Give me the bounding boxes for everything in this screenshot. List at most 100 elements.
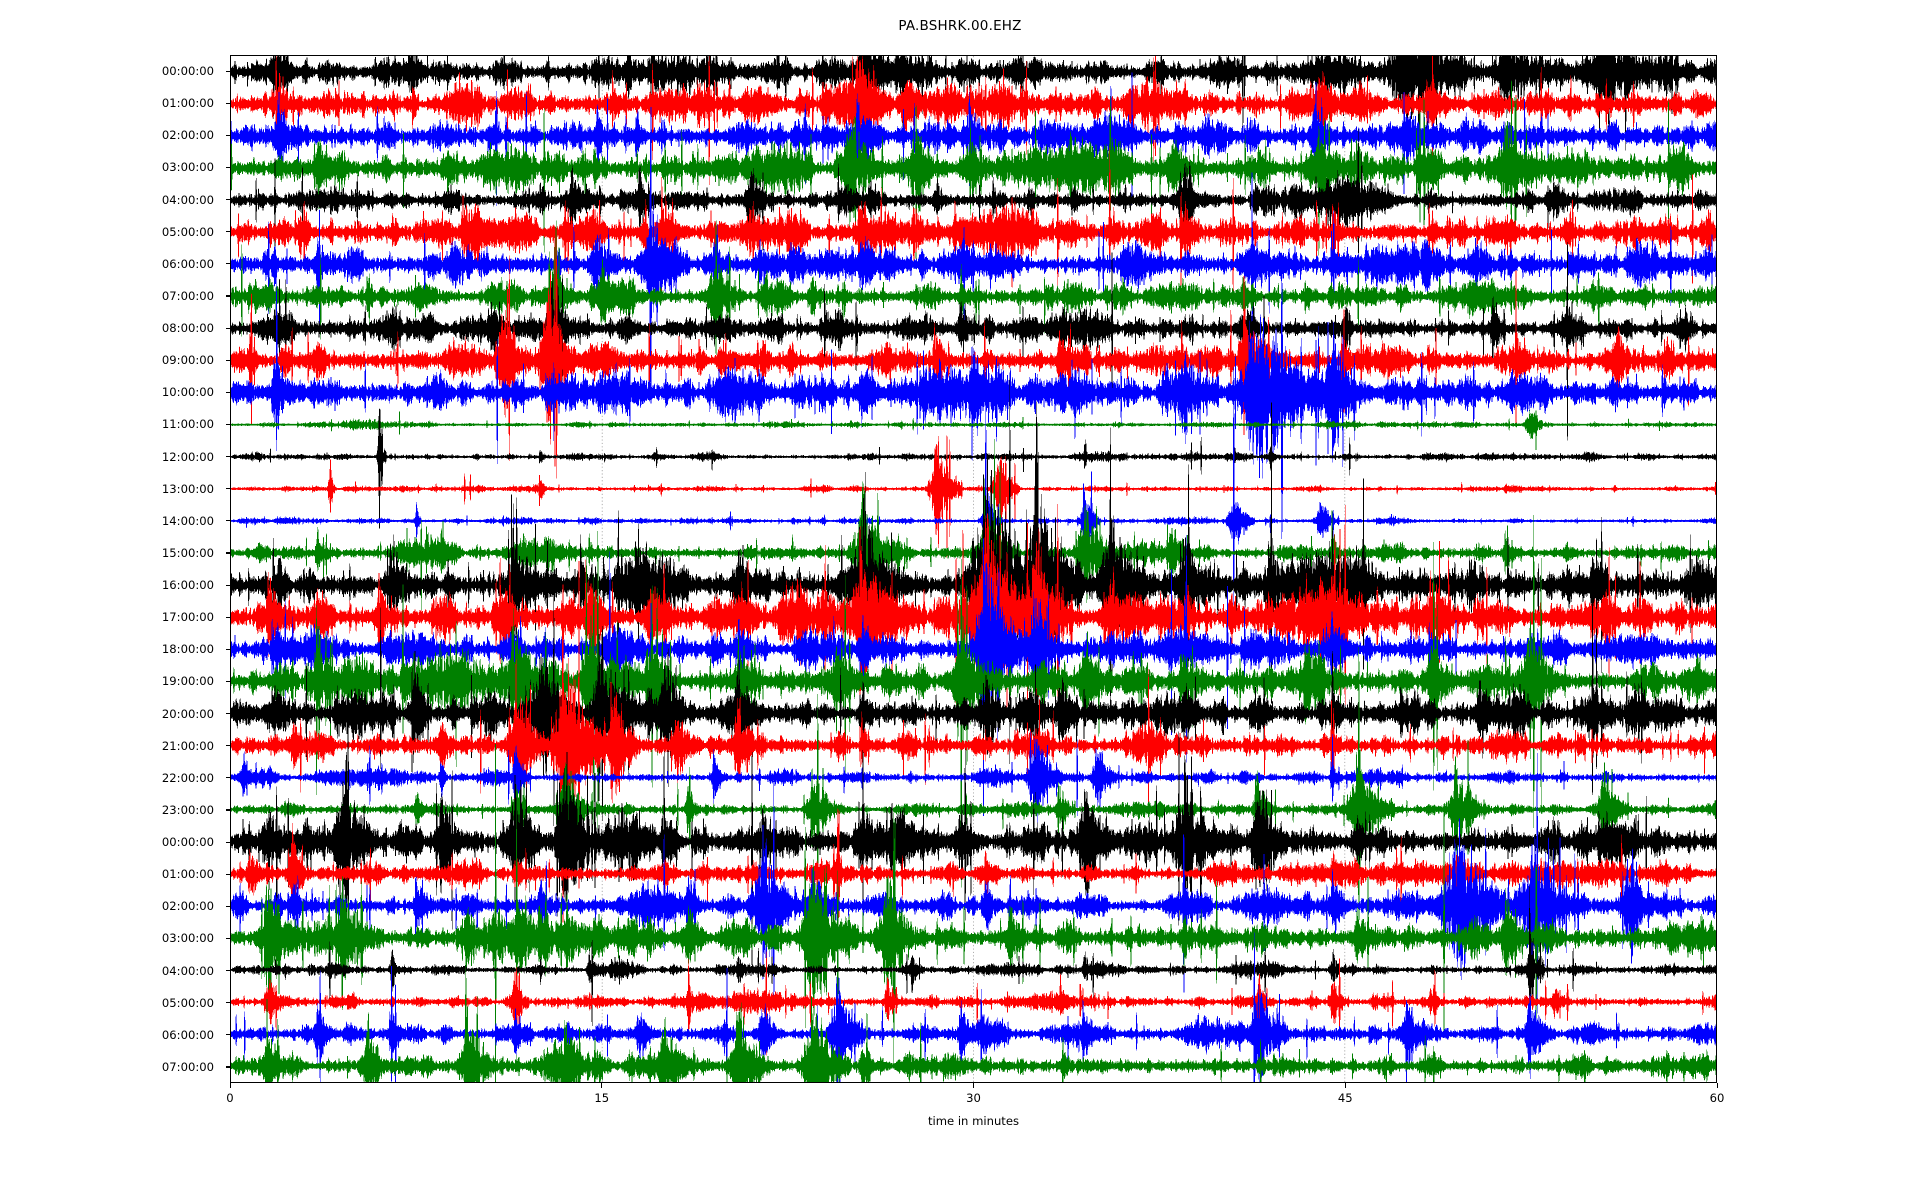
y-axis-tick-mark	[226, 166, 231, 169]
y-axis-tick-label: 04:00:00	[161, 963, 214, 978]
seismogram-trace	[231, 562, 1716, 827]
y-axis-tick-label: 06:00:00	[161, 1027, 214, 1042]
y-axis-tick-label: 02:00:00	[161, 899, 214, 914]
x-axis-tick-label: 30	[966, 1091, 981, 1105]
x-axis-tick-label: 60	[1709, 1091, 1725, 1105]
y-axis-tick-mark	[226, 199, 231, 201]
y-axis-tick-label: 11:00:00	[161, 417, 214, 432]
seismogram-trace	[231, 72, 1716, 209]
y-axis-tick-label: 18:00:00	[161, 642, 214, 657]
x-axis-tick-mark	[229, 1083, 231, 1088]
y-axis-tick-mark	[226, 488, 231, 490]
trace-layer	[231, 56, 1716, 1082]
x-axis-tick-mark	[1344, 1083, 1346, 1088]
seismogram-trace	[231, 378, 1716, 863]
seismogram-axes	[230, 55, 1717, 1083]
y-axis-tick-mark	[226, 841, 231, 843]
y-axis-tick-label: 03:00:00	[161, 160, 214, 175]
seismogram-trace	[231, 366, 1716, 660]
y-axis-tick-label: 21:00:00	[161, 738, 214, 753]
seismogram-trace	[231, 744, 1716, 1082]
y-axis-tick-mark	[226, 134, 231, 136]
y-axis-tick-label: 08:00:00	[161, 321, 214, 336]
seismogram-trace	[231, 514, 1716, 888]
y-axis-tick-mark	[226, 391, 231, 393]
y-axis-tick-label: 23:00:00	[161, 802, 214, 817]
y-axis-tick-mark	[226, 231, 231, 233]
seismogram-trace	[231, 932, 1716, 1082]
seismogram-trace	[231, 561, 1716, 923]
x-axis-tick-mark	[973, 1083, 975, 1088]
x-axis-tick-label: 0	[226, 1091, 234, 1105]
y-axis-tick-label: 00:00:00	[161, 835, 214, 850]
seismogram-trace	[231, 439, 1716, 634]
seismogram-trace	[231, 129, 1716, 266]
y-axis-tick-mark	[226, 552, 231, 554]
y-axis-tick-label: 16:00:00	[161, 578, 214, 593]
y-axis-tick-label: 12:00:00	[161, 449, 214, 464]
y-axis-tick-label: 01:00:00	[161, 96, 214, 111]
seismogram-trace	[231, 693, 1716, 971]
y-axis-tick-mark	[226, 1002, 231, 1004]
y-axis-tick-label: 02:00:00	[161, 128, 214, 143]
x-axis-tick-label: 15	[594, 1091, 610, 1105]
y-axis-tick-mark	[226, 713, 231, 715]
seismogram-trace	[231, 56, 1716, 185]
y-axis-tick-mark	[226, 102, 231, 104]
y-axis-tick-label: 06:00:00	[161, 256, 214, 271]
y-axis-tick-label: 07:00:00	[161, 288, 214, 303]
y-axis-tick-mark	[226, 777, 231, 779]
seismogram-trace	[231, 962, 1716, 1082]
y-axis-tick-mark	[226, 937, 231, 940]
y-axis-tick-mark	[226, 359, 231, 361]
seismogram-trace	[231, 753, 1716, 1014]
seismogram-trace	[231, 56, 1716, 194]
y-axis-tick-label: 19:00:00	[161, 674, 214, 689]
seismogram-trace	[231, 535, 1716, 817]
y-axis-tick-mark	[226, 520, 231, 522]
y-axis-tick-mark	[226, 873, 231, 875]
x-axis-tick-mark	[601, 1083, 603, 1088]
y-axis-tick-mark	[226, 745, 231, 747]
y-axis-tick-label: 03:00:00	[161, 931, 214, 946]
y-axis-tick-mark	[226, 295, 231, 297]
y-axis-tick-mark	[226, 680, 231, 683]
y-axis-tick-mark	[226, 584, 231, 586]
y-axis-tick-label: 10:00:00	[161, 385, 214, 400]
seismogram-trace	[231, 410, 1716, 450]
y-axis-tick-label: 05:00:00	[161, 224, 214, 239]
seismogram-trace	[231, 886, 1716, 1044]
y-axis-tick-mark	[226, 423, 231, 426]
seismogram-trace	[231, 220, 1716, 378]
seismogram-trace	[231, 808, 1716, 922]
y-axis-tick-mark	[226, 263, 231, 265]
y-axis-tick-label: 05:00:00	[161, 995, 214, 1010]
x-axis-tick-label: 45	[1337, 1091, 1353, 1105]
y-axis-tick-label: 22:00:00	[161, 770, 214, 785]
y-axis-tick-label: 09:00:00	[161, 353, 214, 368]
y-axis-tick-mark	[226, 809, 231, 811]
seismogram-trace	[231, 646, 1716, 930]
y-axis-tick-label: 20:00:00	[161, 706, 214, 721]
y-axis-tick-mark	[226, 70, 231, 72]
y-axis-tick-mark	[226, 616, 231, 618]
seismogram-trace	[231, 260, 1716, 540]
y-axis-tick-mark	[226, 1066, 231, 1068]
y-axis-tick-label: 00:00:00	[161, 64, 214, 79]
y-axis-tick-label: 07:00:00	[161, 1059, 214, 1074]
seismogram-trace	[231, 407, 1716, 529]
y-axis-tick-mark	[226, 648, 231, 650]
x-axis-tick-mark	[1716, 1083, 1718, 1088]
page-title: PA.BSHRK.00.EHZ	[898, 18, 1022, 34]
y-axis-tick-mark	[226, 456, 231, 458]
y-axis-tick-label: 04:00:00	[161, 192, 214, 207]
seismogram-trace	[231, 107, 1716, 400]
seismogram-trace	[231, 80, 1716, 262]
seismogram-trace	[231, 147, 1716, 300]
y-axis-tick-mark	[226, 1034, 231, 1036]
y-axis-tick-mark	[226, 905, 231, 907]
y-axis-tick-label: 17:00:00	[161, 610, 214, 625]
x-axis-label: time in minutes	[927, 1114, 1020, 1128]
y-axis-tick-label: 13:00:00	[161, 481, 214, 496]
